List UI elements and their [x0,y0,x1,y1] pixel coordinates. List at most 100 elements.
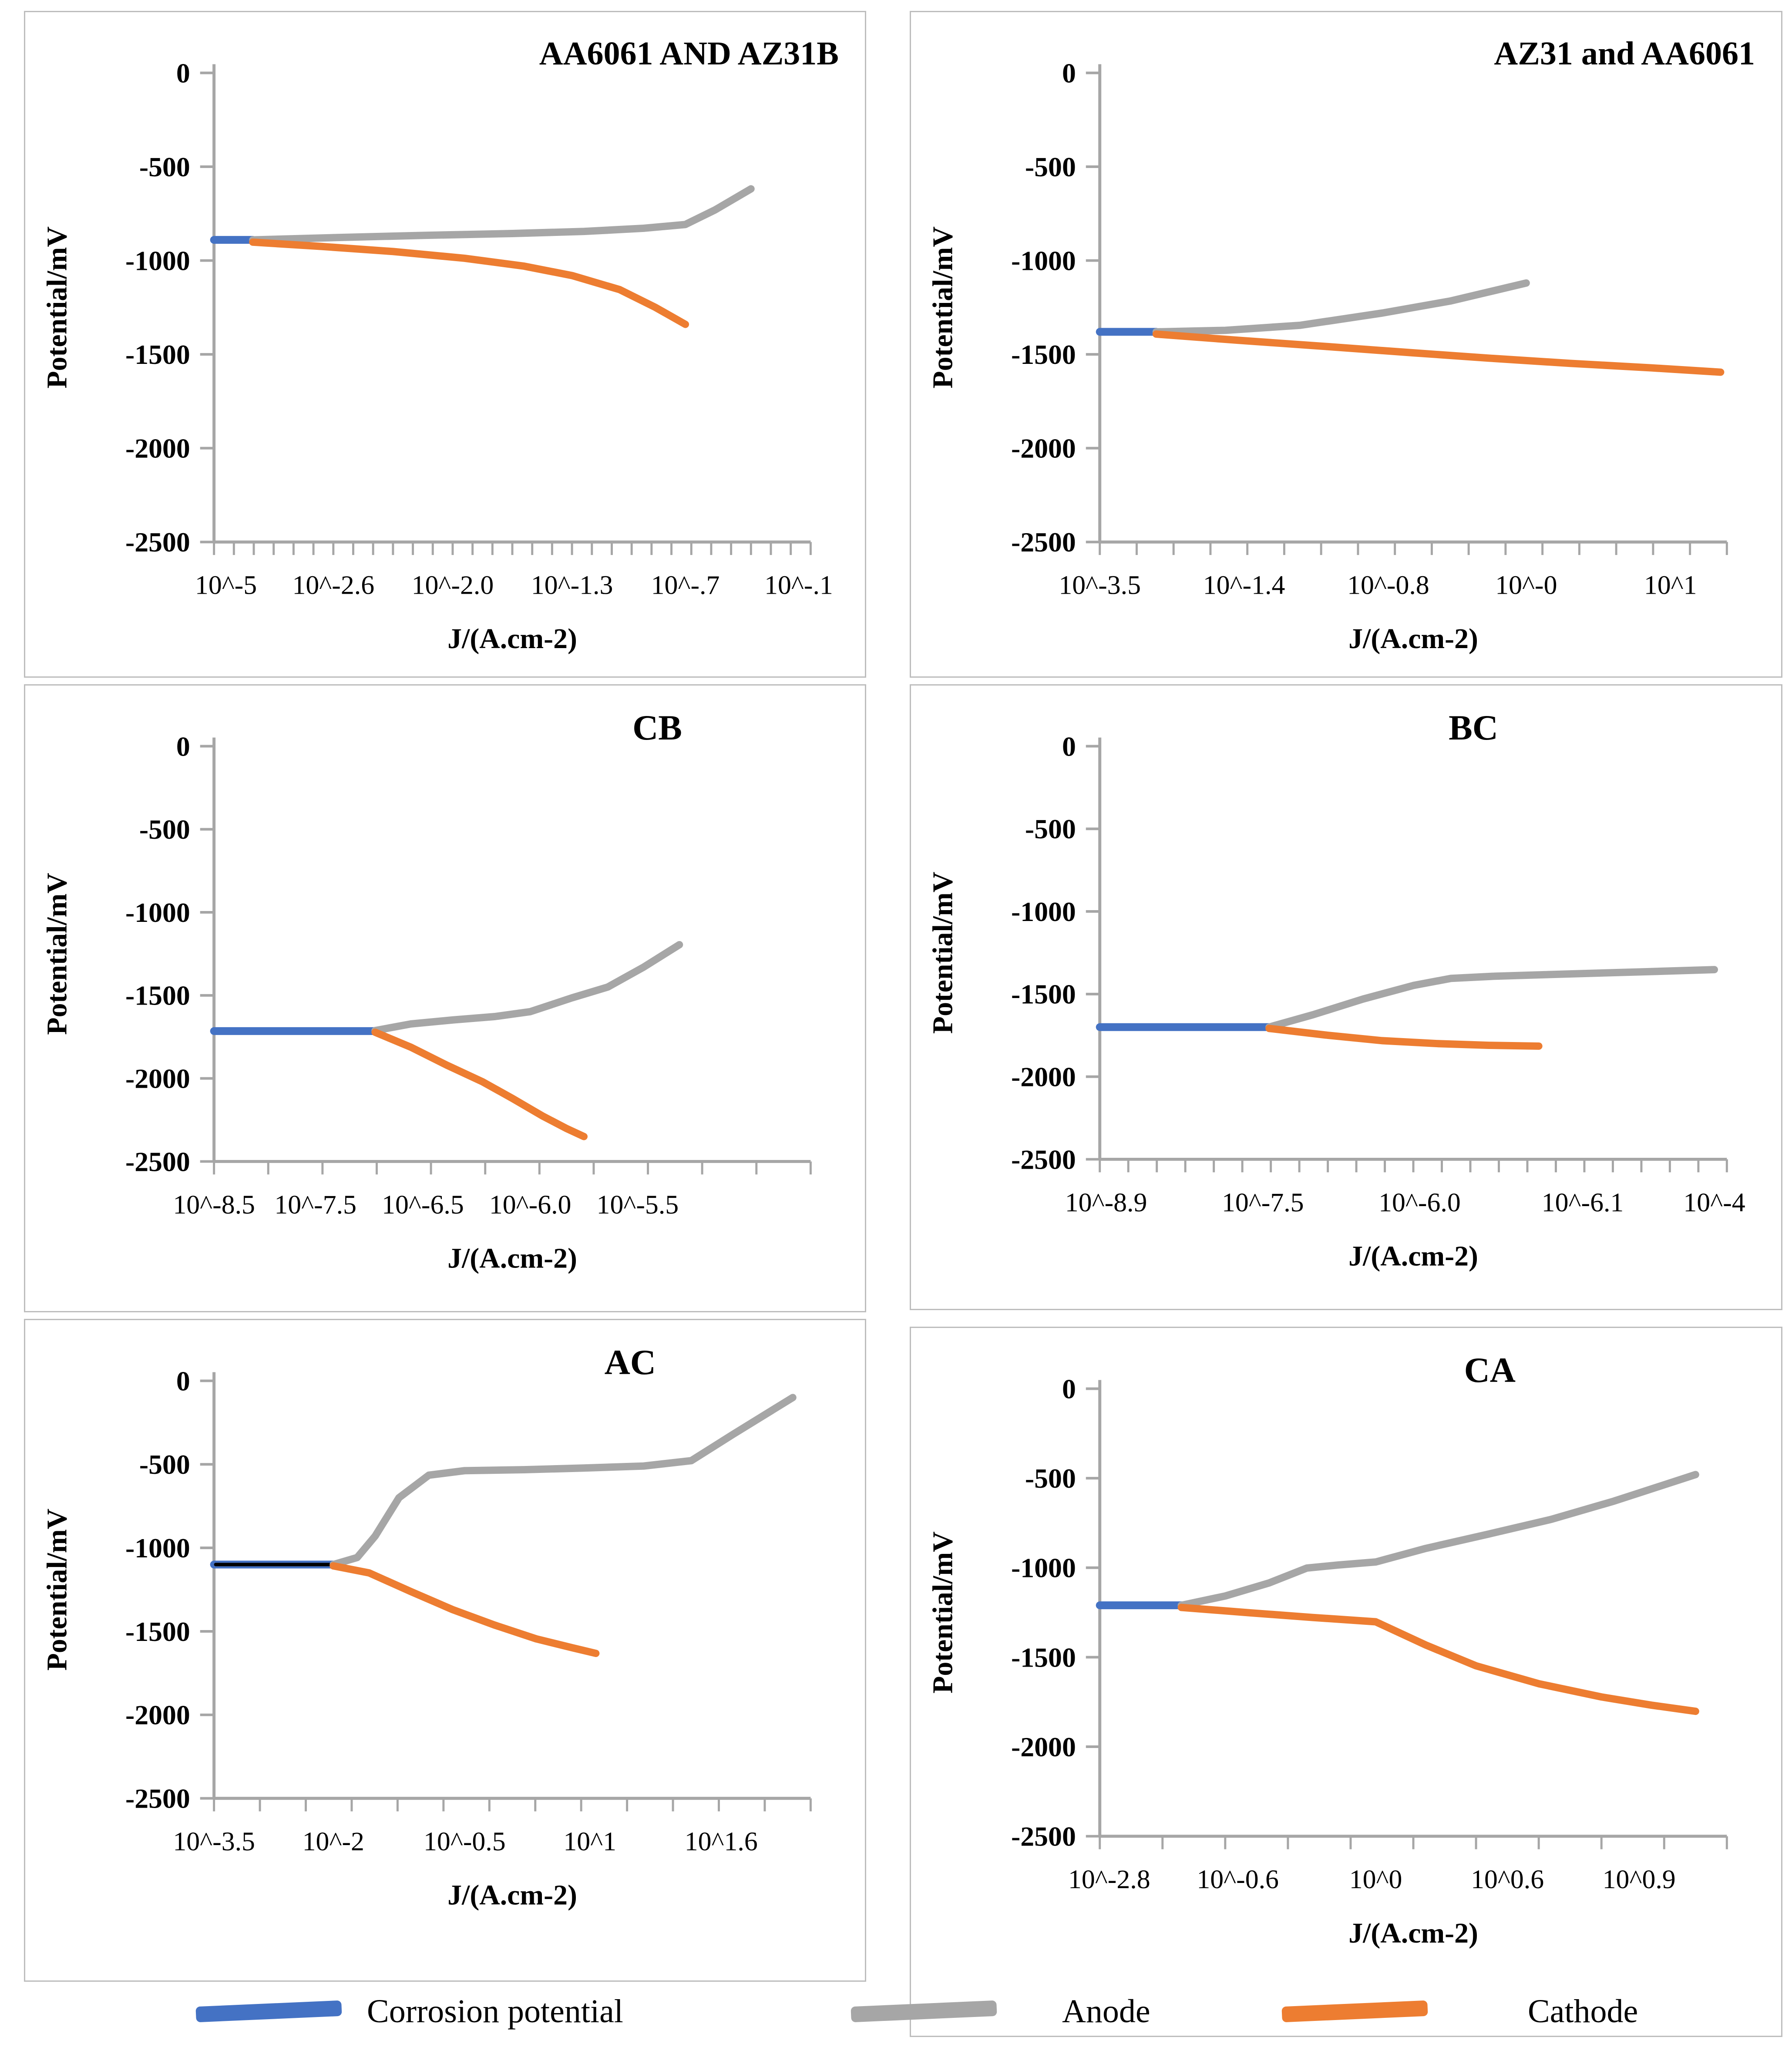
y-tick-label: -500 [139,151,190,182]
chart-panel-bc: BC 0 -500 -1000 -1500 -2000 -2500 10^-8.9 10^-7… [910,684,1782,1310]
x-tick-label: 10^-3.5 [173,1827,255,1856]
x-tick-label: 10^-8.9 [1065,1188,1147,1217]
y-tick-label: 0 [176,731,190,762]
y-tick-label: 0 [176,1365,190,1396]
x-axis-title: J/(A.cm-2) [1348,1240,1478,1272]
x-tick-label: 10^1.6 [685,1827,758,1856]
y-tick-label: -2000 [1011,1731,1076,1762]
x-tick-label: 10^0.6 [1471,1865,1544,1894]
y-axis-title: Potential/mV [927,872,959,1034]
corrosion-potential-swatch-icon [195,2000,342,2023]
anode-line [1177,1471,1699,1609]
x-tick-label: 10^-6.0 [489,1190,572,1220]
legend-item-corrosion-potential: Corrosion potential [195,1979,623,2044]
x-axis-title: J/(A.cm-2) [447,1242,577,1274]
y-axis-title: Potential/mV [927,226,959,388]
cathode-line [371,1029,588,1140]
x-tick-label: 10^-5 [195,571,257,600]
y-tick-label: -2500 [1011,527,1076,558]
x-tick-label: 10^-1.4 [1203,571,1285,600]
x-tick-label: 10^0 [1349,1865,1402,1894]
chart-canvas: 0 -500 -1000 -1500 -2000 -2500 10^-8.5 10^-7.5 1… [41,731,812,1274]
y-tick-label: 0 [1062,731,1076,762]
cathode-line [1265,1025,1543,1050]
panel-title: AC [604,1342,656,1382]
y-tick-label: -500 [139,814,190,845]
x-tick-label: 10^-7.5 [1222,1188,1304,1217]
legend-label: Cathode [1528,1993,1638,2030]
panel-title: BC [1449,708,1498,747]
chart-panel-ca: CA 0 -500 -1000 -1500 -2000 -2500 10^-2.8 10^-0… [910,1327,1782,2037]
cathode-line [1152,330,1725,376]
panel-title: AA6061 AND AZ31B [539,35,839,72]
legend-item-cathode: Cathode [1281,1979,1638,2044]
x-tick-label: 10^1 [563,1827,616,1856]
x-tick-label: 10^-2.0 [412,571,494,600]
y-tick-label: -2000 [1011,1062,1076,1093]
chart-canvas: 0 -500 -1000 -1500 -2000 -2500 10^-3.5 10^-1.4 1… [927,57,1728,655]
legend-item-anode: Anode [851,1979,1150,2044]
y-axis-title: Potential/mV [41,1509,73,1671]
x-axis-title: J/(A.cm-2) [447,623,577,655]
y-tick-label: 0 [1062,57,1076,88]
anode-line [329,1394,797,1568]
x-tick-label: 10^-0 [1495,571,1557,600]
panel-title: CB [632,708,682,747]
y-tick-label: -500 [1025,814,1076,844]
anode-line [1265,966,1718,1031]
x-axis-title: J/(A.cm-2) [1348,623,1478,655]
y-tick-label: -1000 [1011,245,1076,276]
y-tick-label: -1500 [125,339,190,370]
y-axis-title: Potential/mV [41,873,73,1035]
x-tick-label: 10^0.9 [1603,1865,1676,1894]
y-tick-label: -1000 [1011,1553,1076,1583]
y-tick-label: -2500 [1011,1821,1076,1852]
chart-canvas: 0 -500 -1000 -1500 -2000 -2500 10^-2.8 10^-0.6 1… [927,1373,1728,1949]
x-axis-title: J/(A.cm-2) [447,1879,577,1911]
chart-canvas: 0 -500 -1000 -1500 -2000 -2500 10^-8.9 10^-7.5 1… [927,731,1745,1272]
y-axis-title: Potential/mV [927,1531,959,1693]
y-tick-label: -2000 [125,433,190,464]
x-tick-label: 10^-6.1 [1542,1188,1624,1217]
y-tick-label: -2500 [125,1783,190,1814]
y-tick-label: -500 [139,1449,190,1480]
anode-line [1152,279,1530,336]
x-tick-label: 10^-0.6 [1197,1865,1279,1894]
chart-panel-az31-aa6061: AZ31 and AA6061 0 -500 -1000 -1500 -2000 -250… [910,11,1782,678]
x-tick-label: 10^-0.5 [424,1827,506,1856]
chart-canvas: 0 -500 -1000 -1500 -2000 -2500 10^-3.5 10^-2 10^… [41,1365,812,1911]
y-tick-label: 0 [1062,1373,1076,1404]
x-axis-title: J/(A.cm-2) [1348,1917,1478,1949]
y-tick-label: -1500 [125,1616,190,1647]
panel-title: CA [1464,1350,1516,1390]
x-tick-label: 10^-4 [1683,1188,1745,1217]
y-tick-label: -2500 [1011,1144,1076,1175]
x-tick-label: 10^-0.8 [1347,571,1429,600]
y-axis-title: Potential/mV [41,226,73,388]
cathode-line [329,1562,600,1657]
y-tick-label: -2000 [125,1063,190,1094]
cathode-line [249,238,689,328]
x-tick-label: 10^-8.5 [173,1190,255,1220]
legend: Corrosion potential Anode Cathode [0,1979,1792,2044]
y-tick-label: -2000 [125,1700,190,1731]
y-tick-label: -2500 [125,527,190,558]
x-tick-label: 10^-2.8 [1068,1865,1150,1894]
cathode-swatch-icon [1281,2000,1428,2023]
y-tick-label: -1000 [1011,896,1076,927]
y-tick-label: -1000 [125,245,190,276]
legend-label: Corrosion potential [367,1993,623,2030]
x-tick-label: 10^-.1 [764,571,833,600]
y-tick-label: -1500 [1011,339,1076,370]
y-tick-label: -1000 [125,1533,190,1563]
y-tick-label: -2000 [1011,433,1076,464]
chart-panel-ac: AC 0 -500 -1000 -1500 -2000 -2500 10^-3.5 10^-2… [24,1319,866,1982]
legend-label: Anode [1062,1993,1150,2030]
y-tick-label: -1000 [125,897,190,928]
y-tick-label: -1500 [1011,1642,1076,1673]
anode-swatch-icon [851,2000,997,2023]
y-tick-label: -500 [1025,151,1076,182]
y-tick-label: 0 [176,57,190,88]
anode-line [371,941,683,1035]
